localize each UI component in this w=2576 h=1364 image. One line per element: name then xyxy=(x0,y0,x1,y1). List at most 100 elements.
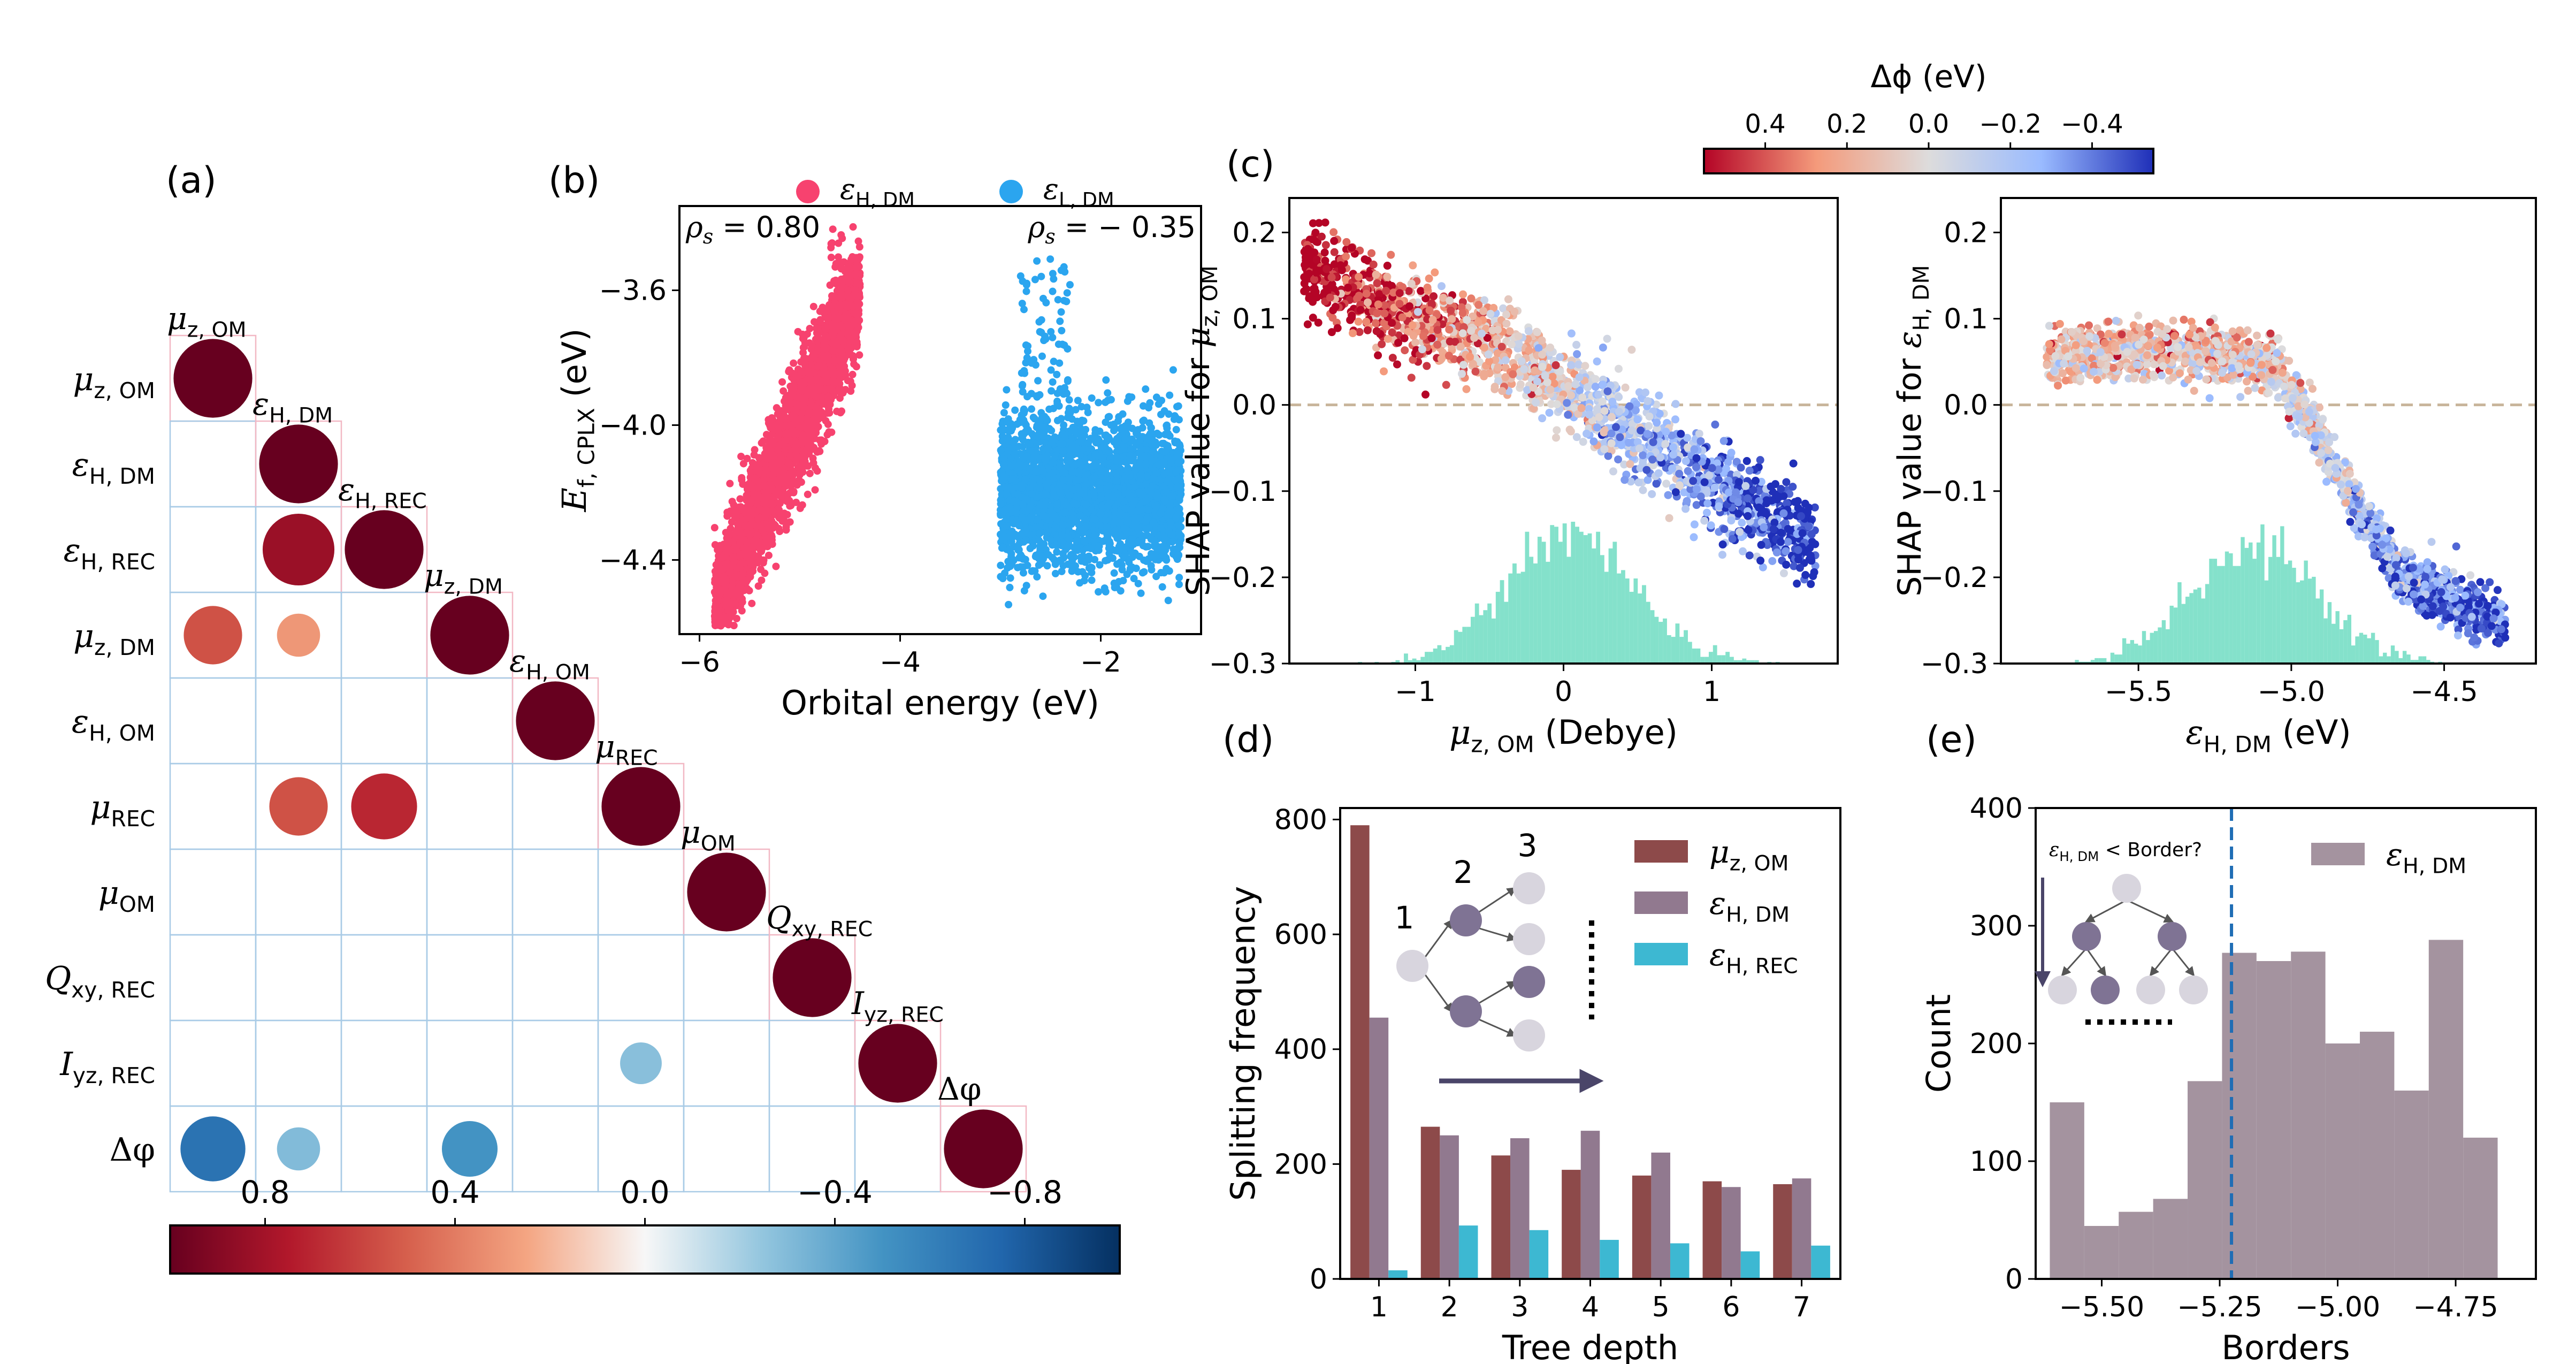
diag-label: εH, REC xyxy=(338,471,427,514)
point-eps-h xyxy=(789,468,797,476)
diag-label: μOM xyxy=(681,814,736,856)
heatmap-cell-border xyxy=(426,1019,514,1107)
point-eps-l xyxy=(1148,566,1156,574)
point-eps-h xyxy=(809,459,817,467)
point-eps-l xyxy=(1168,538,1176,546)
point-eps-l xyxy=(1002,401,1010,409)
heatmap-cell-border xyxy=(169,848,257,936)
point-eps-l xyxy=(1152,503,1160,511)
heatmap-cell-border xyxy=(340,848,428,936)
point-eps-l xyxy=(1049,405,1057,413)
point-eps-l xyxy=(1140,416,1148,424)
point-eps-h xyxy=(800,402,808,410)
point-eps-h xyxy=(837,231,845,239)
heatmap-cell-border xyxy=(426,763,514,850)
point-eps-h xyxy=(758,525,766,534)
point-eps-h xyxy=(809,302,817,310)
point-eps-h xyxy=(765,551,773,559)
point-eps-h xyxy=(742,522,750,530)
point-eps-h xyxy=(755,454,763,462)
point-eps-h xyxy=(730,501,738,509)
point-eps-h xyxy=(811,486,819,494)
point-eps-l xyxy=(1006,574,1014,582)
point-eps-h xyxy=(783,492,791,500)
row-label: μOM xyxy=(98,874,155,917)
corr-circle xyxy=(687,852,766,932)
point-eps-h xyxy=(736,495,744,503)
point-eps-h xyxy=(821,325,829,333)
point-eps-l xyxy=(1011,406,1019,414)
point-eps-h xyxy=(855,243,863,251)
point-eps-h xyxy=(747,499,755,507)
point-eps-h xyxy=(790,359,798,367)
heatmap-cell-border xyxy=(255,677,342,765)
point-eps-l xyxy=(1169,366,1177,374)
corr-circle xyxy=(441,1121,498,1177)
point-eps-h xyxy=(754,582,762,590)
point-eps-l xyxy=(1022,287,1030,295)
heatmap-cell-border xyxy=(511,1105,599,1193)
point-eps-h xyxy=(779,387,788,395)
point-eps-l xyxy=(1084,556,1092,564)
point-eps-l xyxy=(1047,327,1055,336)
point-eps-l xyxy=(1139,402,1147,410)
point-eps-h xyxy=(827,254,835,262)
row-label: εH, DM xyxy=(72,446,155,489)
point-eps-h xyxy=(757,566,765,574)
point-eps-h xyxy=(812,376,820,384)
point-eps-l xyxy=(1166,391,1174,399)
point-eps-h xyxy=(853,342,861,350)
point-eps-h xyxy=(766,540,774,548)
point-eps-h xyxy=(847,387,855,395)
point-eps-l xyxy=(1058,567,1066,575)
point-eps-h xyxy=(786,429,794,437)
point-eps-l xyxy=(1144,506,1152,514)
corr-circle xyxy=(345,510,424,589)
point-eps-h xyxy=(806,324,814,332)
point-eps-l xyxy=(1020,416,1028,424)
heatmap-cell-border xyxy=(169,934,257,1022)
point-eps-h xyxy=(748,459,756,467)
point-eps-h xyxy=(772,562,780,570)
point-eps-h xyxy=(807,400,815,408)
corr-circle xyxy=(180,1116,246,1182)
point-eps-l xyxy=(1137,589,1145,597)
point-eps-h xyxy=(711,621,719,629)
point-eps-h xyxy=(769,524,777,532)
point-eps-l xyxy=(1003,386,1011,394)
point-eps-h xyxy=(800,354,808,362)
point-eps-h xyxy=(850,320,858,328)
point-eps-l xyxy=(1037,316,1045,324)
heatmap-cell-border xyxy=(683,1105,770,1193)
heatmap-cell-border xyxy=(169,506,257,593)
heatmap-cell-border xyxy=(426,848,514,936)
point-eps-h xyxy=(797,415,805,423)
heatmap-cell-border xyxy=(426,677,514,765)
point-eps-h xyxy=(728,518,736,526)
heatmap-cell-border xyxy=(511,848,599,936)
point-eps-h xyxy=(848,302,856,310)
point-eps-h xyxy=(751,474,759,482)
point-eps-h xyxy=(766,534,774,542)
point-eps-h xyxy=(725,620,733,628)
point-eps-h xyxy=(726,479,734,487)
point-eps-h xyxy=(732,614,740,622)
point-eps-l xyxy=(1058,326,1066,334)
point-eps-h xyxy=(834,303,842,311)
point-eps-h xyxy=(810,391,818,399)
point-eps-h xyxy=(856,280,864,288)
point-eps-h xyxy=(748,599,756,607)
point-eps-h xyxy=(846,377,854,385)
point-eps-h xyxy=(800,333,808,341)
corr-circle xyxy=(269,777,328,836)
point-eps-l xyxy=(1152,573,1160,581)
point-eps-h xyxy=(738,598,746,606)
point-eps-l xyxy=(1006,583,1014,591)
point-eps-l xyxy=(1065,396,1073,404)
point-eps-h xyxy=(782,403,790,411)
point-eps-h xyxy=(792,429,800,437)
point-eps-l xyxy=(1079,568,1087,576)
diag-label: μz, OM xyxy=(167,300,247,342)
point-eps-h xyxy=(793,453,801,461)
point-eps-h xyxy=(715,544,723,552)
